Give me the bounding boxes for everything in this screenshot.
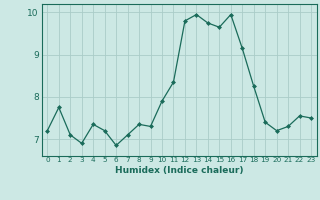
- X-axis label: Humidex (Indice chaleur): Humidex (Indice chaleur): [115, 166, 244, 175]
